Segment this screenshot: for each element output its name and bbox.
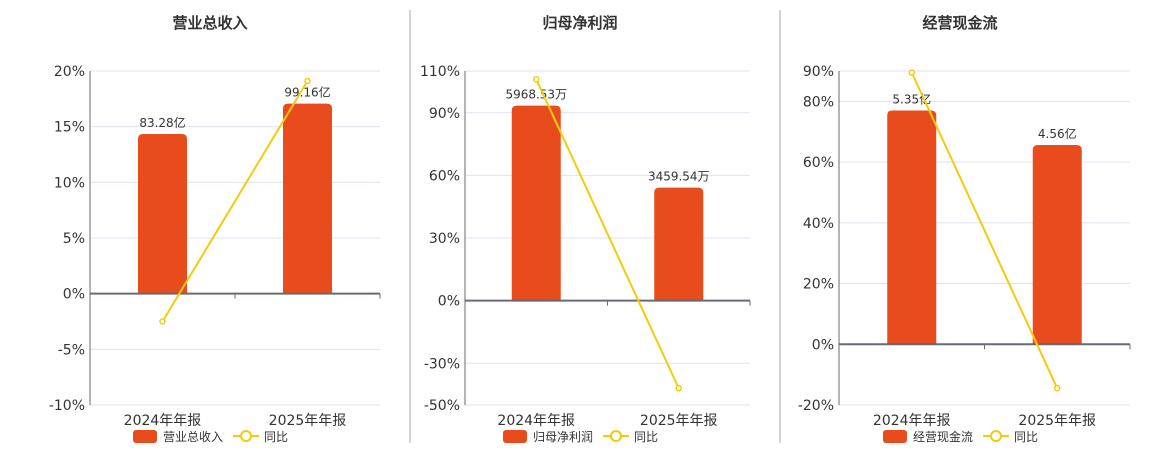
yoy-line (161, 80, 309, 323)
bar (138, 134, 187, 294)
bar (283, 103, 332, 294)
bar (887, 110, 937, 345)
y-tick-label: 20% (803, 277, 834, 293)
y-tick-label: 0% (63, 287, 85, 303)
y-tick-label: 90% (429, 106, 460, 122)
chart-panel-2: 归母净利润 110% 90% 60% 30% 0% -30% -50% 5968.53万 2024… (420, 14, 751, 444)
bar-data-label: 5968.53万 (505, 88, 567, 102)
legend-line-marker (240, 430, 252, 442)
bar (511, 105, 561, 301)
x-tick-label: 2024年年报 (873, 413, 951, 429)
y-tick-label: 5% (63, 231, 85, 247)
y-tick-label: 60% (803, 155, 834, 171)
legend-bar-label: 经营现金流 (913, 429, 973, 444)
y-tick-label: -50% (424, 398, 460, 414)
x-tick-label: 2025年年报 (640, 413, 718, 429)
yoy-line (910, 72, 1059, 389)
chart-title: 经营现金流 (922, 14, 997, 32)
y-tick-label: 80% (803, 94, 834, 110)
legend-bar-swatch (883, 430, 907, 443)
y-tick-label: 0% (812, 337, 834, 353)
legend-bar-label: 归母净利润 (533, 430, 593, 444)
y-tick-label: 10% (54, 175, 85, 191)
yoy-point (1054, 385, 1061, 392)
chart-panel-1: 营业总收入 20% 15% 10% 5% 0% -5% -10% 83.28亿 2024年年报 99… (49, 14, 381, 444)
x-tick-label: 2024年年报 (124, 413, 202, 429)
x-tick-label: 2025年年报 (1018, 413, 1096, 429)
y-tick-label: -5% (58, 342, 85, 358)
yoy-point (159, 318, 166, 325)
bar-data-label: 83.28亿 (139, 115, 185, 130)
legend-line-label: 同比 (1014, 430, 1038, 444)
chart-title: 营业总收入 (172, 14, 247, 32)
x-tick-label: 2024年年报 (497, 413, 575, 429)
bar-data-label: 3459.54万 (648, 170, 710, 184)
y-tick-label: 40% (803, 216, 834, 232)
yoy-point (304, 77, 311, 85)
y-tick-label: 30% (429, 231, 460, 247)
bar-data-label: 4.56亿 (1038, 126, 1077, 141)
yoy-line (535, 78, 680, 389)
y-tick-label: 0% (438, 294, 460, 310)
y-tick-label: -10% (49, 398, 85, 414)
y-tick-label: 110% (420, 64, 460, 80)
legend-bar-label: 营业总收入 (163, 430, 223, 444)
legend-line-marker (610, 430, 622, 442)
bar-data-label: 99.16亿 (284, 85, 330, 100)
y-tick-label: 90% (803, 64, 834, 80)
y-tick-label: 15% (54, 120, 85, 136)
bar (1032, 144, 1082, 345)
yoy-point (675, 385, 682, 392)
x-tick-label: 2025年年报 (269, 413, 347, 429)
legend-line-label: 同比 (634, 430, 658, 444)
yoy-point (533, 76, 540, 83)
y-tick-label: 20% (54, 64, 85, 80)
legend-line-label: 同比 (264, 430, 288, 444)
y-tick-label: -30% (424, 356, 460, 372)
bar (654, 187, 704, 301)
legend-line-marker (990, 430, 1002, 442)
legend-bar-swatch (503, 430, 527, 443)
legend-bar-swatch (133, 430, 157, 443)
yoy-point (908, 69, 915, 76)
y-tick-label: 60% (429, 168, 460, 184)
chart-title: 归母净利润 (542, 14, 617, 32)
chart-panel-3: 经营现金流90%80%60%40%20%0%-20%5.35亿2024年年报4.… (798, 14, 1131, 444)
y-tick-label: -20% (798, 398, 834, 414)
